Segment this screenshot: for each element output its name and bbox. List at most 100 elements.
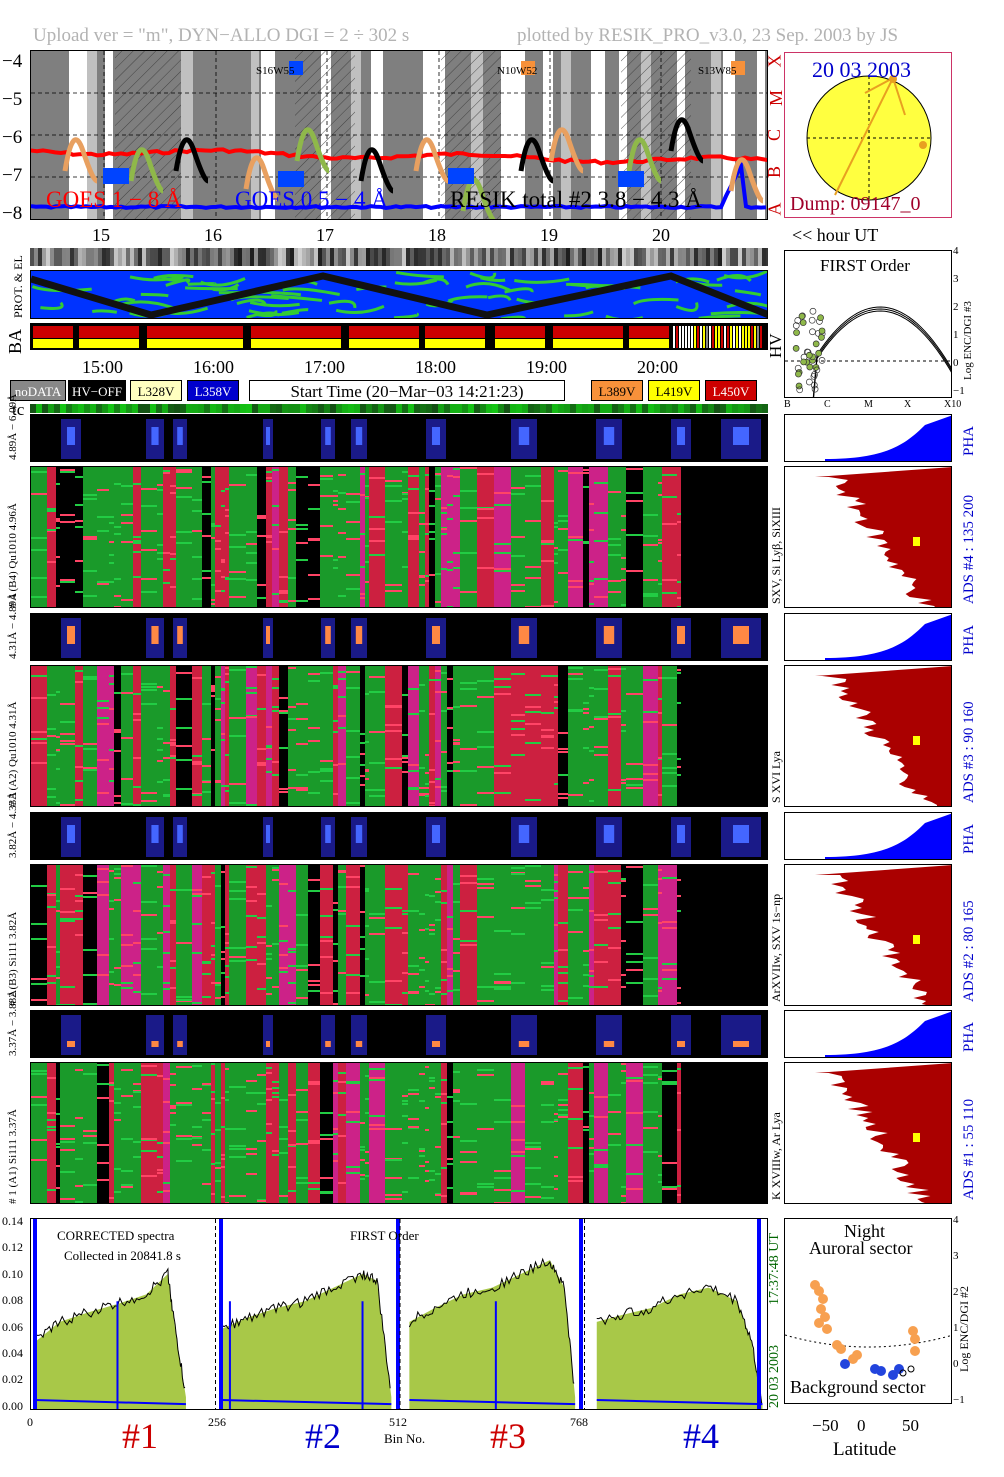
first-order-ytick: 1	[953, 329, 959, 341]
first-order-xtick: X	[904, 399, 912, 410]
latitude-xtick: −50	[812, 1416, 839, 1435]
hour-unit-label: << hour UT	[792, 225, 879, 245]
pha-strip	[30, 414, 768, 462]
spectra-xlabel: Bin No.	[384, 1431, 426, 1446]
latitude-title-1: Night	[844, 1221, 886, 1241]
spectra-annotation-1: CORRECTED spectra	[57, 1228, 175, 1243]
spectra-ytick: 0.02	[2, 1372, 23, 1387]
goes-ytick: −6	[2, 127, 23, 148]
first-order-panel	[784, 250, 952, 398]
time-label: 16:00	[193, 357, 235, 377]
spectrum-line-4	[596, 1284, 763, 1404]
goes-ytick: −4	[2, 51, 23, 72]
spectrogram-3	[30, 665, 768, 807]
spectra-annotation-2: Collected in 20841.8 s	[64, 1248, 181, 1263]
spectra-ytick: 0.12	[2, 1240, 23, 1255]
latitude-bottom-label: Background sector	[790, 1377, 926, 1397]
ads-label: ADS #1 : 55 110	[961, 1098, 977, 1200]
ar-label-3: S13W85	[698, 65, 737, 77]
goes-short-legend: GOES 0.5 − 4 Å	[235, 187, 388, 212]
background-line-4	[596, 1399, 763, 1406]
goes-class-letter: B	[764, 165, 785, 179]
legend-hv-off: HV−OFF	[68, 380, 126, 401]
header-right: plotted by RESIK_PRO_v3.0, 23 Sep. 2003 …	[517, 25, 899, 46]
channel-label: # 1 (A1) Si111 3.37Å	[7, 1109, 19, 1204]
pha-histogram	[784, 414, 952, 462]
sun-panel	[784, 52, 952, 218]
pha-strip	[30, 613, 768, 661]
legend-l419v: L419V	[648, 380, 700, 401]
spectra-ytick: 0.14	[2, 1214, 23, 1228]
spectra-ytick: 0.00	[2, 1398, 23, 1413]
legend-l450v: L450V	[705, 380, 757, 401]
pha-label: PHA	[961, 1021, 977, 1052]
start-time-box: Start Time (20−Mar−03 14:21:23)	[249, 380, 565, 401]
goes-ytick: −5	[2, 89, 23, 110]
goes-class-letter: M	[766, 89, 787, 107]
goes-ytick: −8	[2, 203, 23, 224]
section-label-2: #2	[305, 1416, 341, 1456]
hv-label: HV	[766, 333, 785, 358]
spectrogram-4	[30, 466, 768, 608]
spectrum-line-1	[34, 1267, 186, 1389]
first-order-xtick: B	[784, 399, 791, 410]
spectra-xtick: 0	[27, 1415, 33, 1429]
hour-label: 18	[428, 225, 446, 245]
goes-plot	[31, 51, 767, 219]
first-order-ytick: 3	[953, 273, 959, 285]
spectra-plot	[33, 1219, 763, 1409]
spectrum-line-2	[221, 1270, 391, 1389]
latitude-ytick: −1	[953, 1394, 965, 1406]
ads-histogram	[784, 466, 952, 608]
first-order-ytick: 0	[953, 357, 959, 369]
hv-bar	[30, 323, 768, 350]
spectra-ytick: 0.10	[2, 1266, 23, 1281]
spectrogram-1	[30, 1062, 768, 1204]
ads-histogram	[784, 665, 952, 807]
line-label: S XVI Lya	[769, 751, 783, 803]
hour-label: 20	[652, 225, 670, 245]
first-order-plot	[785, 306, 951, 397]
ar-label-2: N10W52	[497, 65, 538, 77]
hour-label: 16	[204, 225, 222, 245]
ads-histogram	[784, 864, 952, 1006]
latitude-ytick: 3	[953, 1250, 959, 1262]
latitude-ylabel: Log ENC/DGI #2	[957, 1286, 971, 1372]
section-label-1: #1	[122, 1416, 158, 1456]
goes-class-letter: A	[764, 202, 785, 216]
first-order-ylabel: Log ENC/DGI #3	[962, 301, 974, 380]
pha-label: PHA	[961, 425, 977, 456]
legend-l358v: L358V	[187, 380, 239, 401]
pha-strip	[30, 1010, 768, 1058]
sun-dump: Dump: 09147_0	[790, 193, 921, 215]
resik-legend: RESIK total #2 3.8 − 4.3 Å	[450, 187, 702, 212]
legend-l389v: L389V	[591, 380, 643, 401]
first-order-ytick: 4	[953, 245, 959, 257]
section-label-3: #3	[490, 1416, 526, 1456]
sun-disk	[806, 75, 932, 201]
spectra-annotation-3: FIRST Order	[350, 1228, 419, 1243]
ba-label: BA	[5, 328, 25, 354]
spectrum-area-4	[596, 1287, 763, 1409]
spectra-ytick: 0.08	[2, 1293, 23, 1308]
pha-range-label: 4.89Å − 6.09Å	[7, 393, 19, 460]
tc-bar	[30, 404, 768, 413]
spectra-xtick: 256	[208, 1415, 226, 1429]
pha-range-label: 3.37Å − 3.88Å	[7, 989, 19, 1056]
spectrum-area-2	[221, 1273, 392, 1409]
time-label: 19:00	[526, 357, 568, 377]
spectra-xtick: 512	[389, 1415, 407, 1429]
latitude-xlabel: Latitude	[833, 1439, 897, 1460]
ads-histogram	[784, 1062, 952, 1204]
latitude-xtick: 0	[857, 1416, 866, 1435]
latitude-title-2: Auroral sector	[809, 1238, 913, 1258]
legend-l328v: L328V	[130, 380, 182, 401]
header-left: Upload ver = "m", DYN−ALLO DGI = 2 ÷ 302…	[33, 25, 410, 46]
goes-class-letter: X	[764, 54, 785, 68]
latitude-ytick: 0	[953, 1358, 959, 1370]
ads-label: ADS #4 : 135 200	[961, 494, 977, 604]
time-label: 15:00	[82, 357, 124, 377]
time-label: 18:00	[415, 357, 457, 377]
latitude-plot	[785, 1280, 951, 1380]
spectra-panel	[30, 1218, 768, 1410]
